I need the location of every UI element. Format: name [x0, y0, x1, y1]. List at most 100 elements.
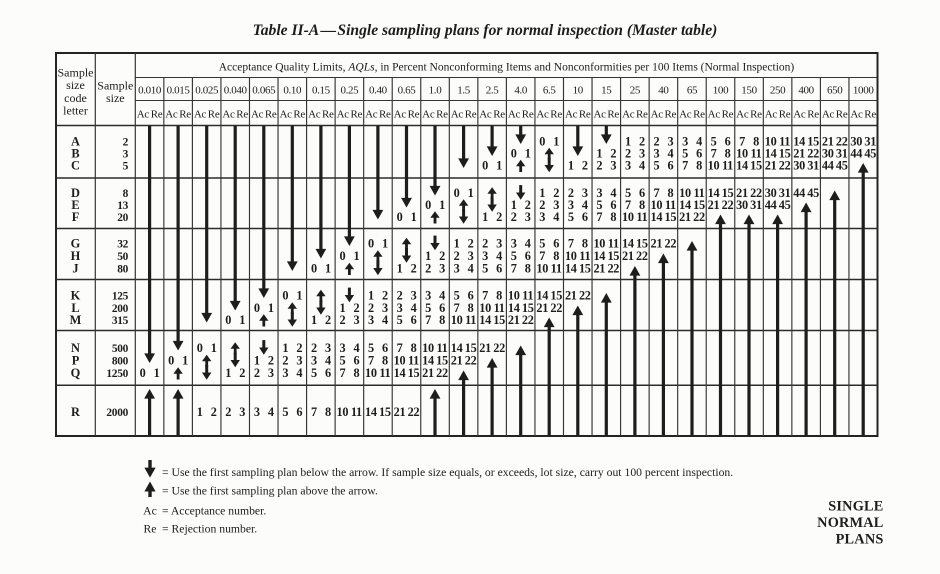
svg-text:3: 3 [596, 186, 602, 200]
svg-text:3: 3 [325, 341, 331, 355]
svg-text:R: R [71, 405, 81, 419]
svg-text:6: 6 [353, 354, 359, 368]
svg-text:22: 22 [465, 354, 477, 368]
svg-text:Re: Re [408, 109, 420, 121]
svg-text:2: 2 [454, 249, 460, 263]
svg-text:Re: Re [722, 109, 734, 121]
svg-text:2: 2 [610, 147, 616, 161]
svg-text:1: 1 [454, 237, 460, 251]
svg-text:1: 1 [539, 186, 545, 200]
svg-text:8: 8 [582, 237, 588, 251]
svg-text:1: 1 [439, 198, 445, 212]
svg-text:4: 4 [525, 237, 531, 251]
svg-text:1: 1 [553, 135, 559, 149]
svg-text:Re: Re [493, 109, 505, 121]
svg-text:3: 3 [496, 237, 502, 251]
svg-text:Re: Re [664, 109, 676, 121]
svg-text:5: 5 [339, 354, 345, 368]
svg-text:1: 1 [211, 341, 217, 355]
svg-text:2: 2 [268, 354, 274, 368]
svg-text:6: 6 [639, 186, 645, 200]
svg-text:Re: Re [236, 109, 248, 121]
svg-text:Re: Re [579, 109, 591, 121]
svg-text:Ac: Ac [593, 109, 606, 121]
svg-text:200: 200 [112, 303, 129, 315]
svg-text:Ac: Ac [679, 109, 692, 121]
svg-text:2: 2 [482, 237, 488, 251]
svg-text:6: 6 [496, 262, 502, 276]
svg-text:6: 6 [382, 341, 388, 355]
svg-text:21: 21 [736, 186, 748, 200]
svg-text:44: 44 [793, 186, 805, 200]
svg-text:size: size [66, 78, 85, 92]
svg-text:0: 0 [368, 237, 374, 251]
svg-text:Re: Re [208, 109, 220, 121]
svg-text:22: 22 [779, 159, 791, 173]
svg-text:11: 11 [379, 366, 390, 380]
svg-text:315: 315 [112, 315, 129, 327]
svg-text:11: 11 [551, 262, 562, 276]
svg-text:2: 2 [325, 313, 331, 327]
svg-text:Ac: Ac [793, 109, 806, 121]
svg-text:21: 21 [793, 147, 805, 161]
svg-text:11: 11 [436, 341, 447, 355]
svg-text:3: 3 [339, 341, 345, 355]
svg-text:15: 15 [522, 301, 534, 315]
svg-text:6: 6 [667, 159, 673, 173]
svg-text:8: 8 [725, 147, 731, 161]
svg-text:7: 7 [454, 301, 460, 315]
svg-text:4: 4 [296, 366, 302, 380]
svg-text:size: size [106, 91, 125, 105]
svg-text:7: 7 [596, 210, 602, 224]
svg-text:2: 2 [568, 186, 574, 200]
svg-text:Re: Re [807, 109, 819, 121]
svg-text:2: 2 [425, 262, 431, 276]
svg-text:4: 4 [325, 354, 331, 368]
svg-text:Q: Q [71, 366, 81, 380]
svg-text:21: 21 [651, 237, 663, 251]
svg-text:14: 14 [679, 198, 691, 212]
svg-text:1: 1 [368, 289, 374, 303]
svg-text:15: 15 [465, 341, 477, 355]
svg-text:31: 31 [750, 198, 762, 212]
svg-text:22: 22 [522, 313, 534, 327]
svg-text:2: 2 [411, 262, 417, 276]
svg-text:8: 8 [753, 135, 759, 149]
svg-text:45: 45 [864, 147, 876, 161]
svg-text:5: 5 [282, 405, 288, 419]
svg-text:5: 5 [596, 198, 602, 212]
svg-text:3: 3 [397, 301, 403, 315]
svg-text:7: 7 [682, 159, 688, 173]
svg-text:1: 1 [625, 135, 631, 149]
svg-text:Re: Re [144, 523, 157, 536]
svg-text:6: 6 [296, 405, 302, 419]
svg-text:20: 20 [117, 212, 128, 224]
svg-text:2000: 2000 [106, 407, 128, 419]
svg-text:3: 3 [582, 186, 588, 200]
svg-text:10: 10 [736, 147, 748, 161]
svg-text:0: 0 [339, 249, 345, 263]
svg-text:1000: 1000 [853, 85, 874, 97]
svg-text:80: 80 [117, 264, 128, 276]
svg-text:0.015: 0.015 [167, 85, 191, 97]
svg-text:= Rejection number.: = Rejection number. [162, 523, 257, 536]
svg-text:500: 500 [112, 343, 129, 355]
svg-text:8: 8 [553, 249, 559, 263]
svg-text:Ac: Ac [251, 109, 264, 121]
svg-text:Ac: Ac [137, 109, 150, 121]
svg-text:2: 2 [368, 301, 374, 315]
svg-text:5: 5 [311, 366, 317, 380]
svg-text:15: 15 [601, 85, 612, 97]
svg-text:7: 7 [539, 249, 545, 263]
svg-text:8: 8 [667, 186, 673, 200]
svg-text:5: 5 [397, 313, 403, 327]
svg-text:Ac: Ac [194, 109, 207, 121]
svg-text:4: 4 [667, 147, 673, 161]
svg-text:0: 0 [282, 289, 288, 303]
svg-text:11: 11 [636, 210, 647, 224]
svg-text:14: 14 [622, 237, 634, 251]
svg-text:Re: Re [322, 109, 334, 121]
svg-text:2: 2 [382, 289, 388, 303]
svg-text:3: 3 [268, 366, 274, 380]
svg-text:6: 6 [725, 135, 731, 149]
